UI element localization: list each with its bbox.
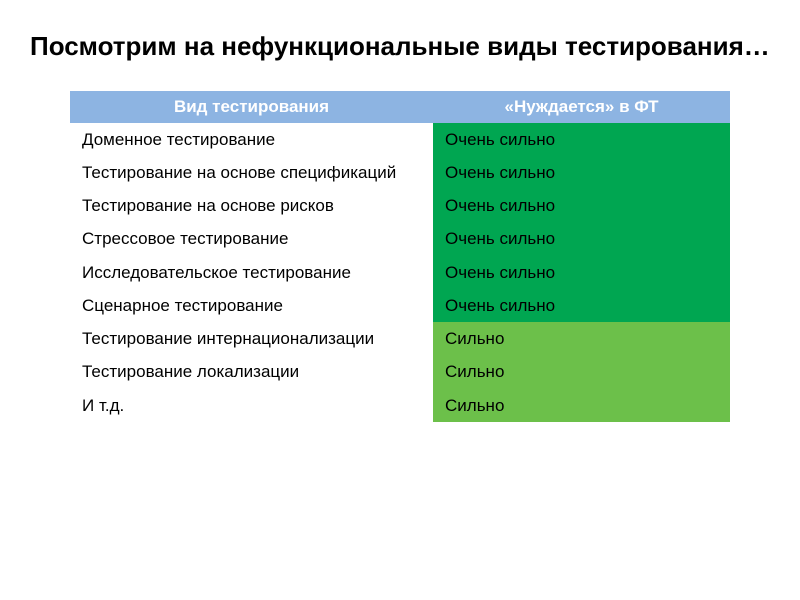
cell-need: Очень сильно: [433, 289, 730, 322]
slide-title: Посмотрим на нефункциональные виды тести…: [30, 30, 770, 63]
cell-need: Очень сильно: [433, 123, 730, 156]
table-row: Доменное тестированиеОчень сильно: [70, 123, 730, 156]
slide: Посмотрим на нефункциональные виды тести…: [0, 0, 800, 600]
header-type: Вид тестирования: [70, 91, 433, 123]
cell-need: Очень сильно: [433, 156, 730, 189]
cell-type: Тестирование локализации: [70, 355, 433, 388]
table-container: Вид тестирования «Нуждается» в ФТ Доменн…: [70, 91, 730, 422]
testing-types-table: Вид тестирования «Нуждается» в ФТ Доменн…: [70, 91, 730, 422]
cell-type: Сценарное тестирование: [70, 289, 433, 322]
cell-type: Тестирование на основе рисков: [70, 189, 433, 222]
table-row: Тестирование на основе спецификацийОчень…: [70, 156, 730, 189]
cell-need: Сильно: [433, 389, 730, 422]
table-row: Стрессовое тестированиеОчень сильно: [70, 222, 730, 255]
cell-type: Доменное тестирование: [70, 123, 433, 156]
cell-type: Стрессовое тестирование: [70, 222, 433, 255]
cell-need: Сильно: [433, 322, 730, 355]
table-row: Исследовательское тестированиеОчень силь…: [70, 256, 730, 289]
cell-type: Тестирование на основе спецификаций: [70, 156, 433, 189]
cell-need: Очень сильно: [433, 189, 730, 222]
table-row: И т.д. Сильно: [70, 389, 730, 422]
cell-type: Исследовательское тестирование: [70, 256, 433, 289]
header-need: «Нуждается» в ФТ: [433, 91, 730, 123]
table-row: Тестирование интернационализацииСильно: [70, 322, 730, 355]
cell-need: Сильно: [433, 355, 730, 388]
table-row: Тестирование на основе рисковОчень сильн…: [70, 189, 730, 222]
table-row: Сценарное тестированиеОчень сильно: [70, 289, 730, 322]
table-body: Доменное тестированиеОчень сильноТестиро…: [70, 123, 730, 422]
cell-need: Очень сильно: [433, 222, 730, 255]
cell-type: И т.д.: [70, 389, 433, 422]
table-header-row: Вид тестирования «Нуждается» в ФТ: [70, 91, 730, 123]
table-row: Тестирование локализацииСильно: [70, 355, 730, 388]
cell-need: Очень сильно: [433, 256, 730, 289]
cell-type: Тестирование интернационализации: [70, 322, 433, 355]
